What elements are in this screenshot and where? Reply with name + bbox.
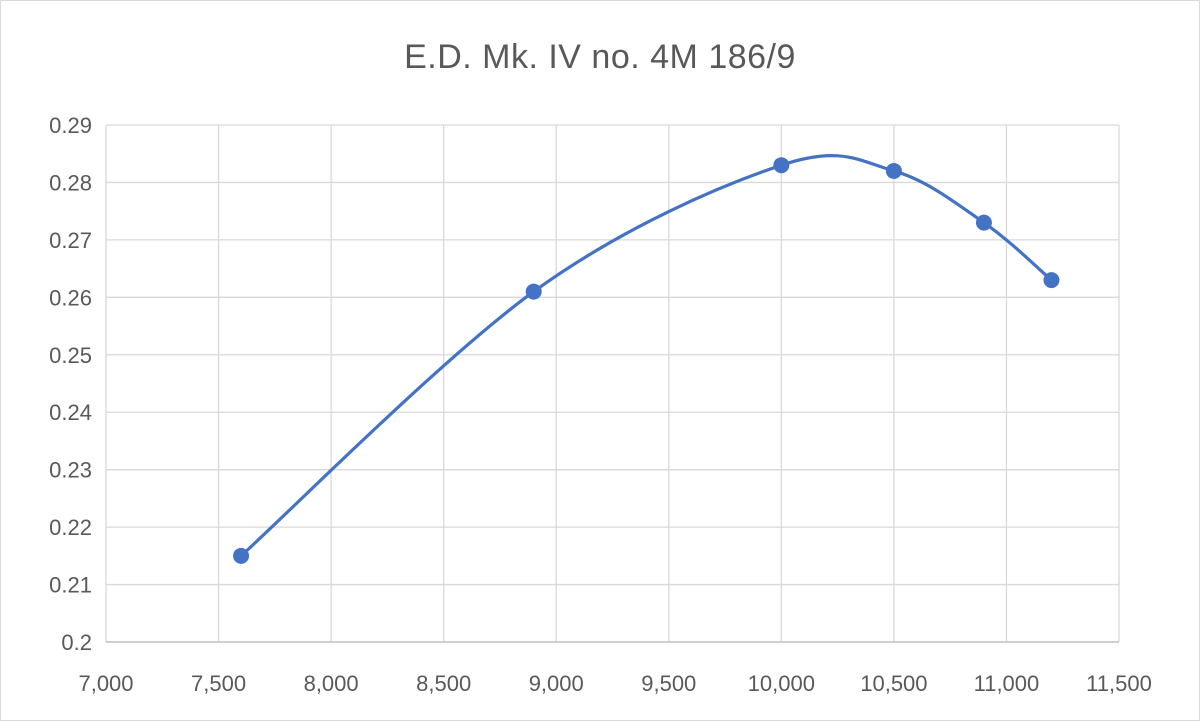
data-point [885, 162, 902, 179]
chart-title: E.D. Mk. IV no. 4M 186/9 [404, 38, 796, 76]
x-tick-label: 7,500 [191, 671, 246, 696]
x-tick-label: 9,000 [529, 671, 584, 696]
x-tick-label: 10,000 [748, 671, 815, 696]
y-tick-label: 0.28 [49, 170, 92, 195]
x-tick-label: 9,500 [641, 671, 696, 696]
x-tick-label: 7,000 [78, 671, 133, 696]
y-tick-label: 0.25 [49, 343, 92, 368]
y-tick-label: 0.23 [49, 458, 92, 483]
x-tick-label: 8,500 [416, 671, 471, 696]
y-tick-label: 0.2 [61, 630, 92, 655]
y-tick-label: 0.26 [49, 285, 92, 310]
data-point [1043, 272, 1060, 289]
y-tick-label: 0.22 [49, 515, 92, 540]
y-tick-label: 0.27 [49, 228, 92, 253]
x-tick-label: 8,000 [304, 671, 359, 696]
data-point [975, 214, 992, 231]
x-tick-label: 11,000 [974, 671, 1040, 696]
data-point [233, 547, 250, 564]
y-tick-label: 0.21 [49, 573, 92, 598]
x-tick-label: 11,500 [1086, 671, 1152, 696]
series-line [239, 154, 1054, 558]
data-point [525, 283, 542, 300]
x-tick-label: 10,500 [860, 671, 927, 696]
data-point [773, 157, 790, 174]
y-tick-label: 0.24 [49, 400, 92, 425]
y-tick-label: 0.29 [49, 113, 92, 138]
